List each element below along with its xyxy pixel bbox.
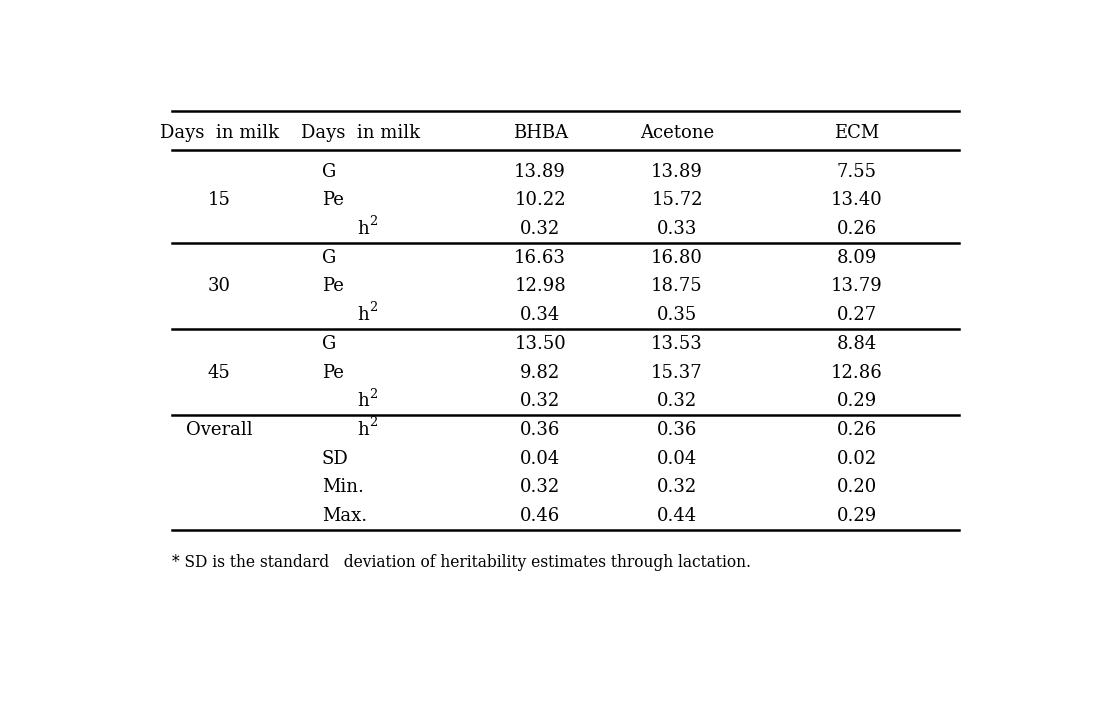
Text: 0.26: 0.26 [837, 421, 877, 439]
Text: 10.22: 10.22 [514, 191, 566, 209]
Text: 2: 2 [369, 388, 378, 401]
Text: Days  in milk: Days in milk [301, 124, 420, 142]
Text: 13.40: 13.40 [831, 191, 882, 209]
Text: 15.72: 15.72 [651, 191, 703, 209]
Text: 16.63: 16.63 [514, 249, 566, 267]
Text: 13.79: 13.79 [831, 277, 882, 295]
Text: 2: 2 [369, 301, 378, 315]
Text: 8.09: 8.09 [837, 249, 877, 267]
Text: h: h [358, 306, 369, 324]
Text: 8.84: 8.84 [837, 335, 877, 353]
Text: 0.32: 0.32 [657, 478, 697, 496]
Text: BHBA: BHBA [512, 124, 567, 142]
Text: 0.33: 0.33 [657, 220, 698, 238]
Text: 2: 2 [369, 215, 378, 228]
Text: 0.29: 0.29 [837, 392, 877, 410]
Text: 0.04: 0.04 [657, 450, 697, 467]
Text: 9.82: 9.82 [520, 364, 560, 381]
Text: * SD is the standard   deviation of heritability estimates through lactation.: * SD is the standard deviation of herita… [172, 554, 751, 571]
Text: 0.32: 0.32 [520, 478, 560, 496]
Text: 16.80: 16.80 [651, 249, 703, 267]
Text: 0.32: 0.32 [520, 392, 560, 410]
Text: 13.53: 13.53 [651, 335, 703, 353]
Text: 18.75: 18.75 [651, 277, 703, 295]
Text: G: G [322, 163, 337, 181]
Text: 0.46: 0.46 [520, 507, 560, 525]
Text: 30: 30 [208, 277, 231, 295]
Text: ECM: ECM [835, 124, 879, 142]
Text: 0.29: 0.29 [837, 507, 877, 525]
Text: Pe: Pe [322, 277, 343, 295]
Text: 0.04: 0.04 [520, 450, 560, 467]
Text: Days  in milk: Days in milk [160, 124, 279, 142]
Text: 15: 15 [208, 191, 231, 209]
Text: 0.44: 0.44 [657, 507, 697, 525]
Text: 7.55: 7.55 [837, 163, 877, 181]
Text: Pe: Pe [322, 191, 343, 209]
Text: 12.86: 12.86 [831, 364, 882, 381]
Text: 13.89: 13.89 [651, 163, 703, 181]
Text: 0.26: 0.26 [837, 220, 877, 238]
Text: 0.02: 0.02 [837, 450, 877, 467]
Text: 0.36: 0.36 [657, 421, 698, 439]
Text: 0.36: 0.36 [520, 421, 561, 439]
Text: 13.50: 13.50 [514, 335, 566, 353]
Text: G: G [322, 335, 337, 353]
Text: Acetone: Acetone [640, 124, 714, 142]
Text: 0.20: 0.20 [837, 478, 877, 496]
Text: G: G [322, 249, 337, 267]
Text: SD: SD [322, 450, 349, 467]
Text: 15.37: 15.37 [651, 364, 703, 381]
Text: 12.98: 12.98 [514, 277, 566, 295]
Text: Min.: Min. [322, 478, 364, 496]
Text: 45: 45 [208, 364, 231, 381]
Text: 13.89: 13.89 [514, 163, 566, 181]
Text: 0.34: 0.34 [520, 306, 560, 324]
Text: Pe: Pe [322, 364, 343, 381]
Text: 2: 2 [369, 417, 378, 429]
Text: 0.32: 0.32 [657, 392, 697, 410]
Text: Overall: Overall [185, 421, 253, 439]
Text: h: h [358, 220, 369, 238]
Text: 0.32: 0.32 [520, 220, 560, 238]
Text: 0.35: 0.35 [657, 306, 697, 324]
Text: h: h [358, 392, 369, 410]
Text: Max.: Max. [322, 507, 367, 525]
Text: 0.27: 0.27 [837, 306, 877, 324]
Text: h: h [358, 421, 369, 439]
